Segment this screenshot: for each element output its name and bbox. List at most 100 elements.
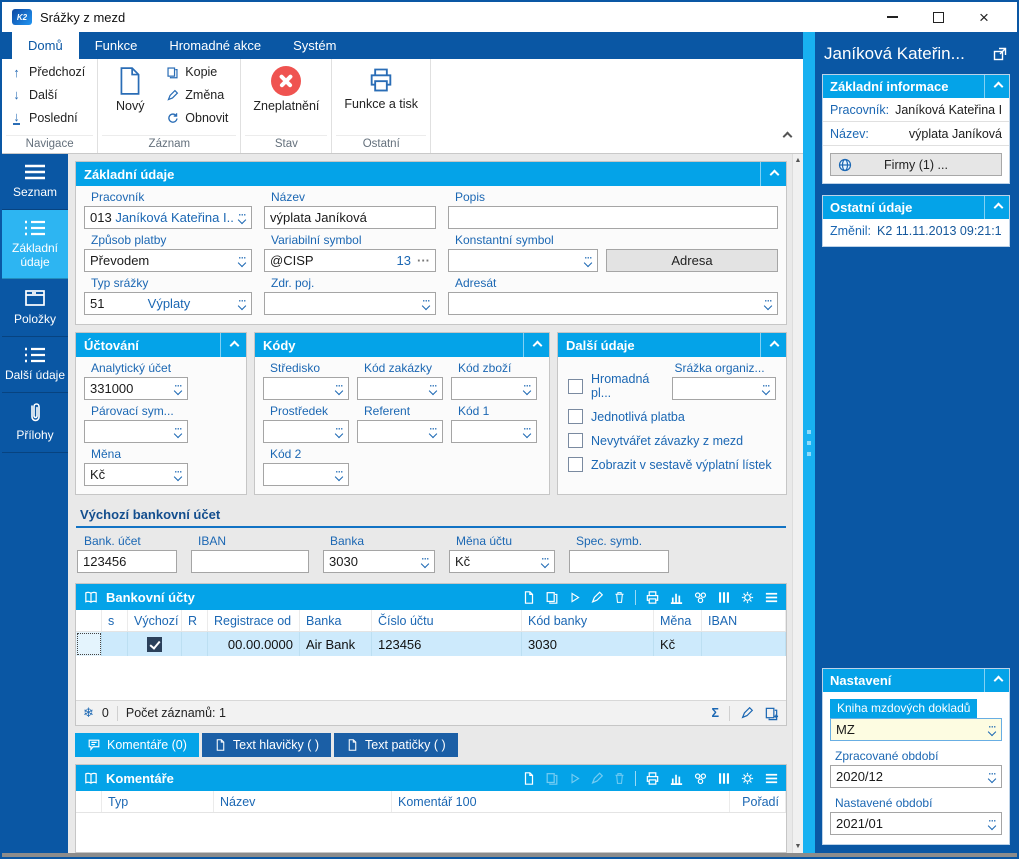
dropdown-icon[interactable]: [170, 470, 183, 480]
nastavene-obdobi-field[interactable]: 2021/01: [830, 812, 1002, 835]
previous-button[interactable]: ↑ Předchozí: [6, 64, 93, 80]
chart-icon[interactable]: [669, 771, 684, 786]
column-header[interactable]: [76, 610, 102, 631]
collapse-panel-button[interactable]: [984, 196, 1004, 219]
scroll-up-arrow[interactable]: ▲: [794, 157, 802, 164]
table-row[interactable]: 00.00.0000 Air Bank 123456 3030 Kč: [76, 632, 786, 656]
dropdown-icon[interactable]: [331, 470, 344, 480]
ribbon-tab-hromadne-akce[interactable]: Hromadné akce: [169, 38, 262, 53]
dropdown-icon[interactable]: [234, 256, 247, 266]
column-header[interactable]: Banka: [300, 610, 372, 631]
jednotliva-platba-checkbox[interactable]: [568, 409, 583, 424]
functions-print-button[interactable]: Funkce a tisk: [336, 62, 426, 111]
collapse-panel-button[interactable]: [760, 162, 780, 186]
variabilni-symbol-field[interactable]: @CISP 13 ···: [264, 249, 436, 272]
dropdown-icon[interactable]: [170, 427, 183, 437]
chart-icon[interactable]: [669, 590, 684, 605]
collapse-panel-button[interactable]: [984, 75, 1004, 98]
popis-field[interactable]: [448, 206, 778, 229]
columns-icon[interactable]: [717, 771, 731, 786]
kod-zakazky-field[interactable]: [357, 377, 443, 400]
tab-komentare[interactable]: Komentáře (0): [75, 733, 199, 757]
collapse-panel-button[interactable]: [523, 333, 543, 357]
kniha-mzdovych-dokladu-field[interactable]: MZ: [830, 718, 1002, 741]
column-header[interactable]: Pořadí: [730, 791, 786, 812]
analyticky-ucet-field[interactable]: 331000: [84, 377, 188, 400]
dropdown-icon[interactable]: [417, 557, 430, 567]
sidebar-item-prilohy[interactable]: Přílohy: [2, 393, 68, 453]
print-icon[interactable]: [645, 590, 660, 605]
collapse-panel-button[interactable]: [220, 333, 240, 357]
konstantni-symbol-field[interactable]: [448, 249, 598, 272]
panel-splitter[interactable]: [803, 32, 815, 853]
dropdown-icon[interactable]: [425, 427, 438, 437]
edit-icon[interactable]: [590, 590, 604, 605]
ribbon-tab-domu[interactable]: Domů: [12, 32, 79, 59]
collapse-ribbon-button[interactable]: [782, 128, 793, 143]
ribbon-tab-funkce[interactable]: Funkce: [94, 38, 138, 53]
play-icon[interactable]: [568, 590, 581, 605]
collapse-panel-button[interactable]: [984, 669, 1004, 692]
adresat-field[interactable]: [448, 292, 778, 315]
adresa-button[interactable]: Adresa: [606, 249, 778, 272]
new-button[interactable]: Nový: [102, 62, 158, 113]
dropdown-icon[interactable]: [984, 819, 997, 829]
bank-ucet-field[interactable]: 123456: [77, 550, 177, 573]
kod-1-field[interactable]: [451, 420, 537, 443]
dropdown-icon[interactable]: [537, 557, 550, 567]
tab-text-paticky[interactable]: Text patičky ( ): [334, 733, 458, 757]
ellipsis-button[interactable]: ···: [417, 253, 430, 268]
dropdown-icon[interactable]: [331, 384, 344, 394]
settings-gear-icon[interactable]: [740, 771, 755, 786]
scroll-down-arrow[interactable]: ▼: [794, 843, 802, 850]
new-record-icon[interactable]: [522, 590, 536, 605]
zobrazit-vyplatni-listek-checkbox[interactable]: [568, 457, 583, 472]
columns-icon[interactable]: [717, 590, 731, 605]
typ-srazky-field[interactable]: 51 Výplaty: [84, 292, 252, 315]
srazka-organizace-field[interactable]: [672, 377, 776, 400]
column-header[interactable]: Výchozí: [128, 610, 182, 631]
column-header[interactable]: Název: [214, 791, 392, 812]
column-header[interactable]: IBAN: [702, 610, 786, 631]
nevytvaret-zavazky-checkbox[interactable]: [568, 433, 583, 448]
sidebar-item-polozky[interactable]: Položky: [2, 279, 68, 338]
parovaci-symbol-field[interactable]: [84, 420, 188, 443]
sidebar-item-dalsi-udaje[interactable]: Další údaje: [2, 337, 68, 393]
new-record-icon[interactable]: [522, 771, 536, 786]
print-icon[interactable]: [645, 771, 660, 786]
next-button[interactable]: ↓ Další: [6, 87, 93, 103]
invalidate-button[interactable]: Zneplatnění: [245, 62, 327, 113]
spec-symb-field[interactable]: [569, 550, 669, 573]
minimize-button[interactable]: [869, 4, 915, 30]
iban-field[interactable]: [191, 550, 309, 573]
dropdown-icon[interactable]: [519, 384, 532, 394]
menu-icon[interactable]: [764, 771, 779, 786]
zpusob-platby-field[interactable]: Převodem: [84, 249, 252, 272]
cell-vychozi[interactable]: [128, 632, 182, 656]
nazev-field[interactable]: výplata Janíková: [264, 206, 436, 229]
dropdown-icon[interactable]: [234, 213, 247, 223]
dropdown-icon[interactable]: [760, 299, 773, 309]
column-header[interactable]: Komentář 100: [392, 791, 730, 812]
maximize-button[interactable]: [915, 4, 961, 30]
cluster-icon[interactable]: [693, 590, 708, 605]
stredisko-field[interactable]: [263, 377, 349, 400]
column-header[interactable]: R: [182, 610, 208, 631]
firmy-button[interactable]: Firmy (1) ...: [830, 153, 1002, 176]
mena-uctu-field[interactable]: Kč: [449, 550, 555, 573]
popup-icon[interactable]: [992, 46, 1008, 62]
dropdown-icon[interactable]: [331, 427, 344, 437]
dropdown-icon[interactable]: [984, 725, 997, 735]
dropdown-icon[interactable]: [425, 384, 438, 394]
quick-edit-icon[interactable]: [740, 706, 754, 720]
hromadna-platba-checkbox[interactable]: [568, 378, 583, 394]
column-header[interactable]: Registrace od: [208, 610, 300, 631]
vertical-scrollbar[interactable]: ▲ ▼: [792, 154, 803, 853]
close-button[interactable]: ×: [961, 4, 1007, 30]
sidebar-item-seznam[interactable]: Seznam: [2, 154, 68, 210]
sidebar-item-zakladni-udaje[interactable]: Základní údaje: [2, 209, 68, 280]
tab-text-hlavicky[interactable]: Text hlavičky ( ): [201, 733, 332, 757]
dropdown-icon[interactable]: [418, 299, 431, 309]
cluster-icon[interactable]: [693, 771, 708, 786]
dropdown-icon[interactable]: [984, 772, 997, 782]
